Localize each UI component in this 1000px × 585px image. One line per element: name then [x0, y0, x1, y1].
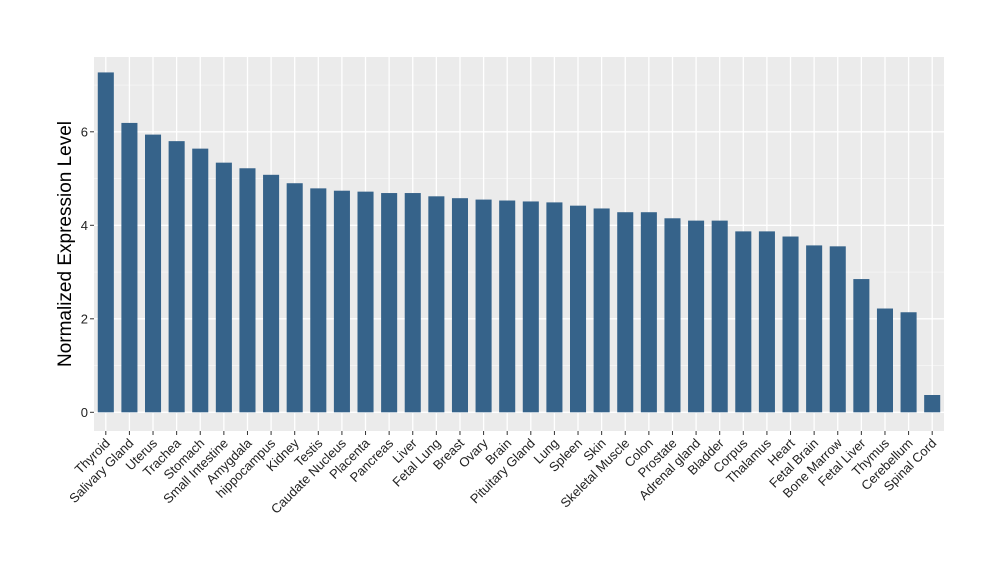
bar	[853, 279, 870, 413]
bar	[522, 201, 539, 413]
bar	[640, 212, 657, 413]
bar	[499, 200, 516, 413]
bar	[876, 308, 893, 413]
bar	[381, 193, 398, 413]
y-axis-title: Normalized Expression Level	[55, 121, 76, 367]
bar	[168, 141, 185, 413]
bar	[735, 231, 752, 413]
bar	[145, 134, 162, 413]
bar	[782, 236, 799, 413]
bar	[900, 312, 917, 413]
bar	[829, 246, 846, 413]
bar	[357, 191, 374, 413]
bar	[806, 245, 823, 413]
plot-panel	[94, 57, 944, 431]
bar	[711, 220, 728, 413]
y-axis: 0 2 4 6	[81, 124, 94, 420]
bar	[192, 148, 209, 413]
y-tick-label: 4	[81, 218, 88, 233]
bar	[428, 196, 445, 413]
bar	[617, 212, 634, 413]
bar	[121, 122, 138, 413]
bar	[239, 168, 256, 413]
bar	[263, 174, 280, 413]
bar	[475, 199, 492, 413]
y-tick-label: 2	[81, 311, 88, 326]
bars	[97, 72, 941, 413]
bar	[924, 395, 941, 413]
bar	[97, 72, 114, 413]
bar	[593, 208, 610, 413]
bar	[758, 231, 775, 413]
bar	[688, 220, 705, 413]
bar	[333, 190, 350, 413]
y-tick-label: 6	[81, 124, 88, 139]
bar	[664, 218, 681, 413]
bar	[286, 183, 303, 413]
bar	[570, 205, 587, 413]
bar	[451, 198, 468, 413]
bar	[215, 162, 232, 413]
bar	[546, 202, 563, 413]
y-tick-label: 0	[81, 405, 88, 420]
bar	[404, 193, 421, 413]
bar	[310, 188, 327, 413]
